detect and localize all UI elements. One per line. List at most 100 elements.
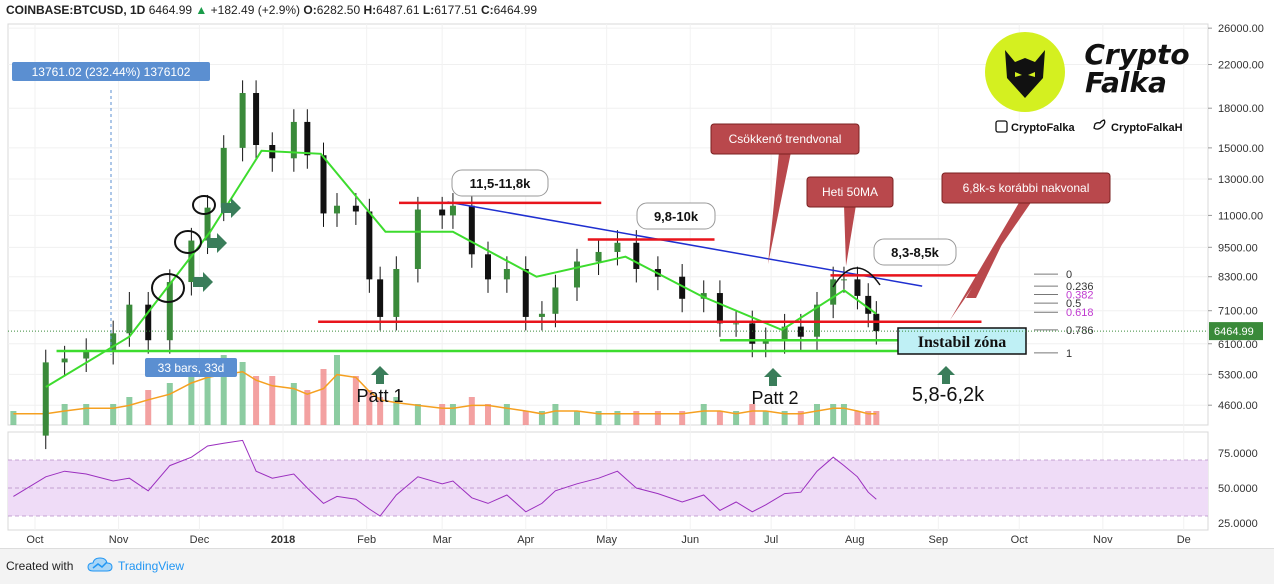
twitter-icon xyxy=(1093,119,1106,130)
y-tick-label: 26000.00 xyxy=(1218,23,1264,35)
measure-box xyxy=(12,62,210,81)
y-tick-label: 7100.00 xyxy=(1218,306,1258,318)
candle-body xyxy=(762,340,769,344)
low-label: L: xyxy=(422,3,435,17)
volume-bar xyxy=(377,397,384,425)
right-arrow-icon xyxy=(193,272,213,292)
tradingview-link[interactable]: TradingView xyxy=(118,559,185,573)
volume-bar xyxy=(253,376,260,425)
bubble-8-3k-box xyxy=(873,238,957,266)
ma-line xyxy=(45,149,877,388)
volume-bar xyxy=(716,411,723,425)
wolf-head-icon xyxy=(1005,50,1045,98)
candle-body xyxy=(320,155,327,214)
bubble-9-8k-box xyxy=(636,202,716,230)
bubble-11-5k: 11,5-11,8k xyxy=(470,176,531,191)
volume-bar xyxy=(762,411,769,425)
x-tick-label: Jul xyxy=(764,534,778,546)
candle-body xyxy=(854,279,861,296)
logo-line-2: Falka xyxy=(1085,66,1167,99)
candle-body xyxy=(749,323,756,344)
x-tick-label: Apr xyxy=(517,534,534,546)
callout-trendline: Csökkenő trendvonal xyxy=(729,132,842,146)
rsi-tick-label: 25.0000 xyxy=(1218,518,1258,530)
ma-touch-arc xyxy=(832,267,881,288)
callout-trendline-pointer xyxy=(768,152,791,264)
x-tick-label: Oct xyxy=(1011,534,1028,546)
x-tick-label: De xyxy=(1177,534,1191,546)
volume-bar xyxy=(204,369,211,425)
callout-prev-neckline: 6,8k-s korábbi nakvonal xyxy=(963,181,1090,195)
volume-bar xyxy=(145,390,152,425)
volume-bar xyxy=(679,411,686,425)
volume-bar xyxy=(733,411,740,425)
rsi-tick-label: 75.0000 xyxy=(1218,448,1258,460)
volume-bar xyxy=(654,411,661,425)
close-label: C: xyxy=(480,3,494,17)
candle-body xyxy=(552,287,559,314)
x-tick-label: Feb xyxy=(357,534,376,546)
volume-bar xyxy=(126,397,133,425)
fib-level-label: 0.5 xyxy=(1066,298,1081,310)
candle-body xyxy=(439,209,446,216)
close-value: 6464.99 xyxy=(493,3,538,17)
candle-body xyxy=(468,205,475,255)
volume-bar xyxy=(854,411,861,425)
x-tick-label: 2018 xyxy=(271,534,295,546)
candle-body xyxy=(797,326,804,337)
callout-weekly-ma-box xyxy=(806,176,894,208)
patt-1-label: Patt 1 xyxy=(356,386,403,406)
candle-body xyxy=(393,268,400,317)
y-tick-label: 8300.00 xyxy=(1218,272,1258,284)
volume-bar xyxy=(865,411,872,425)
candle-body xyxy=(716,293,723,324)
bars-box xyxy=(145,358,237,377)
volume-bar xyxy=(366,390,373,425)
candle-body xyxy=(865,295,872,314)
candle-body xyxy=(42,362,49,436)
high-label: H: xyxy=(363,3,377,17)
volume-bar xyxy=(239,362,246,425)
last-price-tag: 6464.99 xyxy=(1214,326,1254,338)
volume-bar xyxy=(595,411,602,425)
bars-label: 33 bars, 33d xyxy=(158,361,225,375)
up-arrow-icon xyxy=(371,366,389,384)
volume-bar xyxy=(485,404,491,425)
candle-body xyxy=(304,121,311,156)
right-arrow-icon xyxy=(221,198,241,218)
bubble-9-8k: 9,8-10k xyxy=(654,209,699,224)
fib-level-label: 1 xyxy=(1066,348,1072,360)
candle-body xyxy=(633,242,640,269)
rally-circle xyxy=(151,273,185,303)
volume-bar xyxy=(700,404,707,425)
callout-trendline-box xyxy=(710,123,860,155)
fib-level-label: 0.382 xyxy=(1066,289,1094,301)
volume-bar xyxy=(573,411,580,425)
measure-label: 13761.02 (232.44%) 1376102 xyxy=(32,65,191,79)
open-label: O: xyxy=(303,3,317,17)
candle-body xyxy=(290,121,297,159)
candle-body xyxy=(253,93,260,146)
volume-bar xyxy=(61,404,68,425)
candle-body xyxy=(679,276,686,299)
volume-bar xyxy=(393,397,400,425)
y-tick-label: 11000.00 xyxy=(1218,210,1263,222)
tradingview-cloud-icon[interactable] xyxy=(87,557,113,573)
volume-bar xyxy=(781,411,788,425)
y-tick-label: 22000.00 xyxy=(1218,60,1264,72)
candle-body xyxy=(414,209,421,269)
last-price-box xyxy=(1209,322,1263,341)
volume-bar xyxy=(333,355,340,425)
candle-body xyxy=(220,147,227,208)
volume-bar xyxy=(10,411,17,425)
zone-range-label: 5,8-6,2k xyxy=(912,384,985,406)
bubble-8-3k: 8,3-8,5k xyxy=(891,245,939,260)
rsi-line xyxy=(13,439,877,517)
volume-bar xyxy=(830,404,837,425)
candle-body xyxy=(614,242,621,252)
candle-body xyxy=(830,279,837,305)
candle-body xyxy=(377,279,384,317)
volume-bar xyxy=(449,404,456,425)
volume-bar xyxy=(614,411,621,425)
